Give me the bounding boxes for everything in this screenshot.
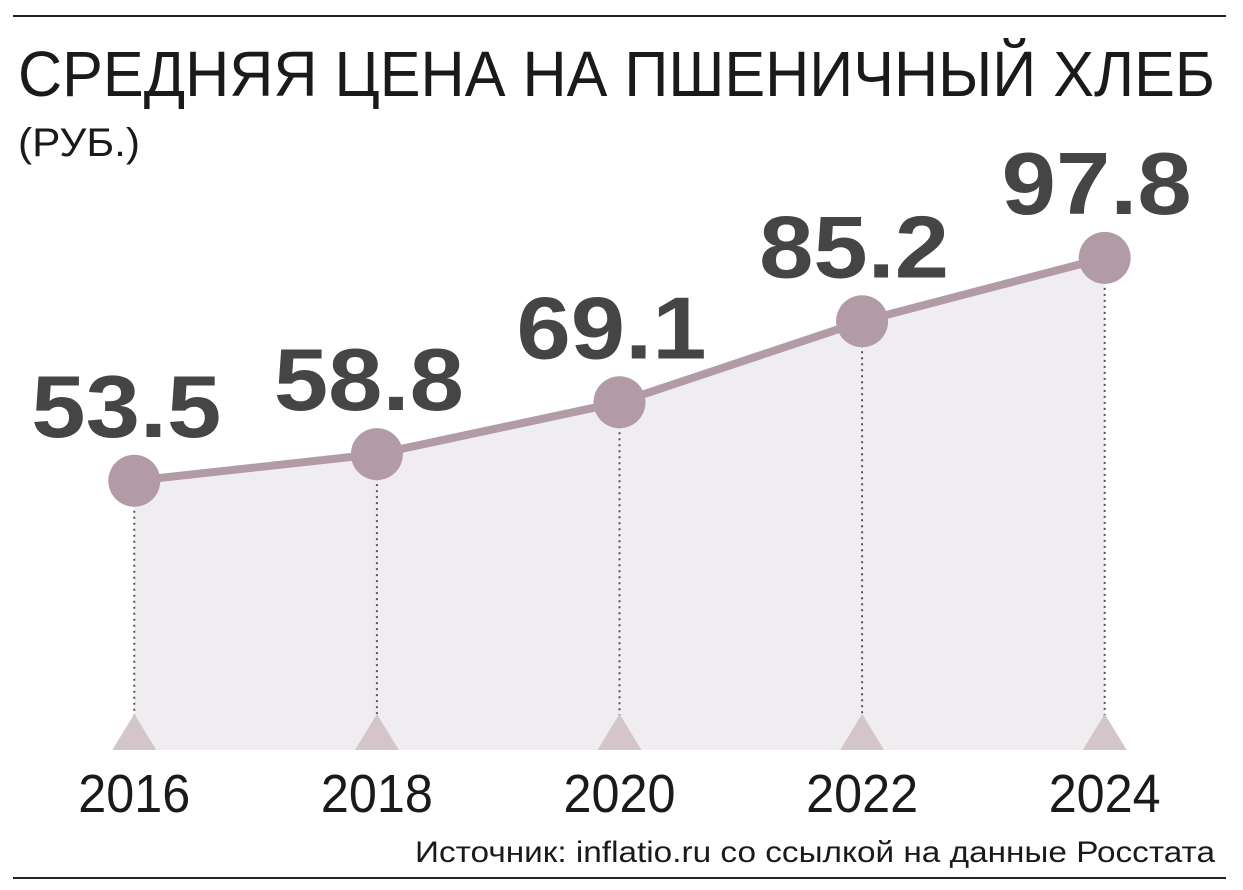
point: [593, 376, 646, 429]
x-tick-label: 2018: [321, 764, 433, 824]
chart-subtitle: (РУБ.): [18, 121, 140, 165]
point: [108, 454, 161, 507]
point: [836, 295, 889, 348]
data-label: 97.8: [1002, 134, 1192, 233]
x-tick-label: 2024: [1049, 764, 1161, 824]
year-marker: [112, 714, 157, 750]
year-marker: [840, 714, 885, 750]
x-tick-label: 2016: [78, 764, 190, 824]
year-marker: [597, 714, 642, 750]
source-note: Источник: inflatio.ru со ссылкой на данн…: [415, 836, 1215, 869]
point: [350, 428, 403, 481]
data-label: 53.5: [31, 357, 221, 456]
year-marker: [1082, 714, 1127, 750]
x-tick-label: 2020: [564, 764, 676, 824]
year-marker: [354, 714, 399, 750]
data-label: 69.1: [517, 278, 707, 377]
data-label: 58.8: [274, 330, 464, 429]
area: [134, 257, 1105, 750]
point: [1078, 231, 1131, 284]
chart-title: СРЕДНЯЯ ЦЕНА НА ПШЕНИЧНЫЙ ХЛЕБ: [18, 37, 1215, 110]
x-tick-label: 2022: [806, 764, 918, 824]
data-label: 85.2: [759, 197, 949, 296]
